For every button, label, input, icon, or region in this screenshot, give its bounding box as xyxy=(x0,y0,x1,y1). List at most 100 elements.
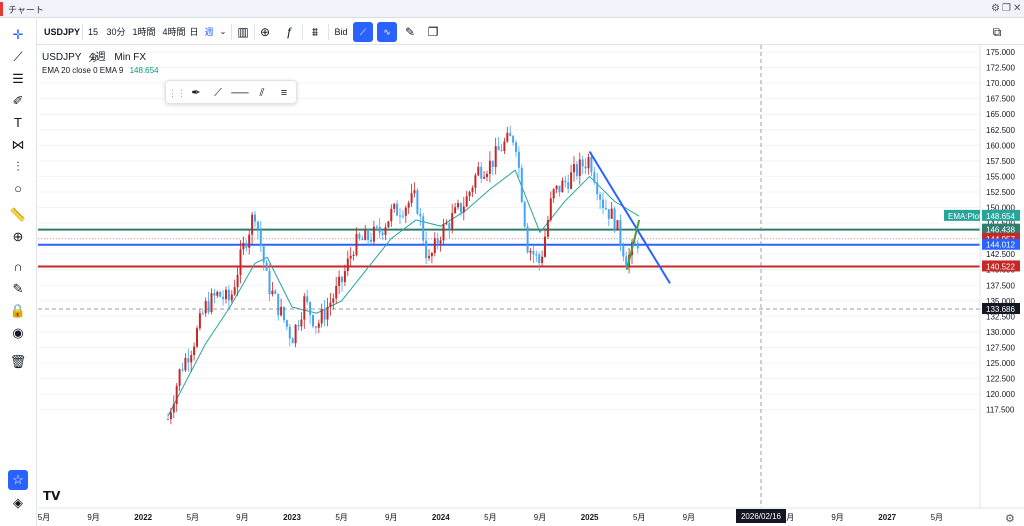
price-tick-label: 155.000 xyxy=(986,172,1015,181)
candle-body xyxy=(259,229,262,247)
candles-icon[interactable]: ▥ xyxy=(237,25,249,39)
candle-body xyxy=(555,185,558,190)
candle-body xyxy=(538,254,541,263)
candle-body xyxy=(465,196,468,207)
line-tool-icon[interactable]: ⟋ xyxy=(353,22,373,42)
eye-icon[interactable]: ◉ xyxy=(12,325,24,340)
interval-week[interactable]: 週 xyxy=(204,27,214,37)
restore-icon[interactable]: ❐ xyxy=(1002,3,1011,14)
layout-icon[interactable]: ❐ xyxy=(427,25,439,39)
legend-interval: 1週 xyxy=(90,52,106,63)
candle-body xyxy=(335,285,338,299)
compare-icon[interactable]: ⩩ xyxy=(311,25,319,39)
candle-body xyxy=(309,302,312,316)
axis-settings-icon[interactable]: ⚙ xyxy=(1005,513,1015,525)
candle-body xyxy=(578,159,581,176)
chevron-down-icon[interactable]: ⌄ xyxy=(219,27,227,36)
candle-body xyxy=(254,214,256,222)
circle-icon[interactable]: ○ xyxy=(14,181,22,196)
price-tag-box xyxy=(982,260,1020,272)
star-icon[interactable]: ☆ xyxy=(8,470,28,490)
candle-body xyxy=(248,234,251,248)
candle-body xyxy=(503,141,506,152)
price-tick-label: 127.500 xyxy=(986,343,1015,352)
ray-tool-icon[interactable]: ⟋ xyxy=(214,87,222,99)
candle-body xyxy=(387,221,390,228)
candle-body xyxy=(546,219,549,237)
bid-button[interactable]: Bid xyxy=(334,27,348,37)
candle-body xyxy=(471,187,474,192)
brush-tool-icon[interactable]: ✐ xyxy=(12,93,24,108)
candle-body xyxy=(604,207,607,210)
time-tick-label: 9月 xyxy=(534,513,546,522)
candle-body xyxy=(407,202,410,208)
settings-icon[interactable]: ⚙ xyxy=(991,3,1000,14)
candle-body xyxy=(622,244,625,257)
interval-15m[interactable]: 15分 xyxy=(87,27,98,63)
trendline-icon[interactable]: ⟋ xyxy=(13,49,23,64)
candle-body xyxy=(181,369,184,371)
candle-body xyxy=(245,242,248,248)
candle-body xyxy=(494,146,497,167)
candle-body xyxy=(280,306,283,316)
layers-icon[interactable]: ◈ xyxy=(13,495,23,510)
candle-body xyxy=(488,160,491,174)
candle-body xyxy=(587,157,590,169)
price-tag-box xyxy=(982,238,1020,250)
ruler-icon[interactable]: 📏 xyxy=(9,207,27,222)
close-icon[interactable]: ✕ xyxy=(1013,3,1022,14)
legend-symbol[interactable]: USDJPY xyxy=(42,52,82,63)
replay-icon[interactable]: ∿ xyxy=(377,22,397,42)
lock-icon[interactable]: 🔒 xyxy=(9,303,27,318)
interval-4h[interactable]: 4時間 xyxy=(162,27,186,37)
candle-body xyxy=(277,293,280,316)
candle-body xyxy=(216,291,219,296)
drag-handle-icon[interactable]: ⋮⋮ xyxy=(168,88,186,98)
interval-30m[interactable]: 30分 xyxy=(106,27,126,37)
candle-body xyxy=(291,338,294,344)
zoom-in-icon[interactable]: ⊕ xyxy=(12,229,24,244)
time-tick-label: 5月 xyxy=(633,513,645,522)
fx-icon[interactable]: ƒ xyxy=(285,25,293,39)
candle-body xyxy=(529,250,532,253)
fib-tool-icon[interactable]: ⫽ xyxy=(259,87,265,99)
add-indicator-icon[interactable]: ⊕ xyxy=(259,25,271,39)
horizontal-lines-icon[interactable]: ☰ xyxy=(12,71,24,86)
candle-body xyxy=(303,296,306,320)
crosshair-icon[interactable]: ✛ xyxy=(12,27,24,42)
candle-body xyxy=(558,185,561,193)
lock-drawings-icon[interactable]: ✎ xyxy=(12,281,24,296)
candle-body xyxy=(222,296,225,300)
hline-tool-icon[interactable]: ⸺ xyxy=(230,87,250,99)
candle-body xyxy=(390,208,393,222)
pen-tool-icon[interactable]: ✒ xyxy=(191,87,201,99)
parallel-tool-icon[interactable]: ≡ xyxy=(280,87,288,99)
candle-body xyxy=(317,323,320,328)
candle-body xyxy=(535,254,538,256)
interval-1h[interactable]: 1時間 xyxy=(132,27,156,37)
candle-body xyxy=(352,254,355,256)
price-tick-label: 170.000 xyxy=(986,79,1015,88)
time-tick-label: 5月 xyxy=(38,513,50,522)
snapshot-icon[interactable]: ⧉ xyxy=(992,25,1002,39)
pattern-icon[interactable]: ⋈ xyxy=(11,137,25,152)
text-icon[interactable]: T xyxy=(14,115,22,130)
measure-icon[interactable]: ⫶ xyxy=(16,159,20,174)
brush-icon[interactable]: ✎ xyxy=(404,25,416,39)
trash-icon[interactable]: 🗑 xyxy=(9,354,27,369)
candle-body xyxy=(552,189,555,199)
price-tick-label: 132.500 xyxy=(986,312,1015,321)
candle-body xyxy=(346,258,349,272)
candle-body xyxy=(300,319,303,327)
candle-body xyxy=(413,190,416,194)
price-tick-label: 137.500 xyxy=(986,281,1015,290)
magnet-icon[interactable]: ∩ xyxy=(13,259,23,274)
indicator-legend[interactable]: EMA 20 close 0 EMA 9 148.654 xyxy=(42,66,159,75)
symbol-button[interactable]: USDJPY xyxy=(43,27,80,37)
price-tag-value: 148.654 xyxy=(986,212,1015,221)
candle-body xyxy=(271,290,274,295)
interval-day[interactable]: 日 xyxy=(189,27,199,37)
time-axis: 5月 9月 2022 5月 9月 2023 5月 9月 2024 5月 9月 2025 5月 9月 5月 9月… xyxy=(38,513,943,522)
candle-body xyxy=(175,385,178,405)
